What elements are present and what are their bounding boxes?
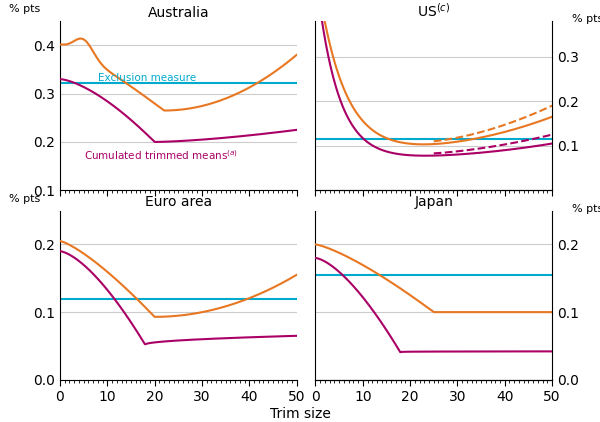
- Text: Year-ended trimmed means$^{(b)}$: Year-ended trimmed means$^{(b)}$: [0, 421, 1, 422]
- Y-axis label: % pts: % pts: [572, 14, 600, 24]
- Y-axis label: % pts: % pts: [9, 194, 40, 204]
- Title: Euro area: Euro area: [145, 195, 212, 209]
- Y-axis label: % pts: % pts: [9, 4, 40, 14]
- Text: Exclusion measure: Exclusion measure: [98, 73, 196, 83]
- Text: Cumulated trimmed means$^{(a)}$: Cumulated trimmed means$^{(a)}$: [83, 148, 238, 162]
- Text: Trim size: Trim size: [269, 407, 331, 421]
- Title: US$^{(c)}$: US$^{(c)}$: [417, 2, 451, 20]
- Y-axis label: % pts: % pts: [572, 204, 600, 214]
- Title: Australia: Australia: [148, 6, 209, 20]
- Title: Japan: Japan: [414, 195, 453, 209]
